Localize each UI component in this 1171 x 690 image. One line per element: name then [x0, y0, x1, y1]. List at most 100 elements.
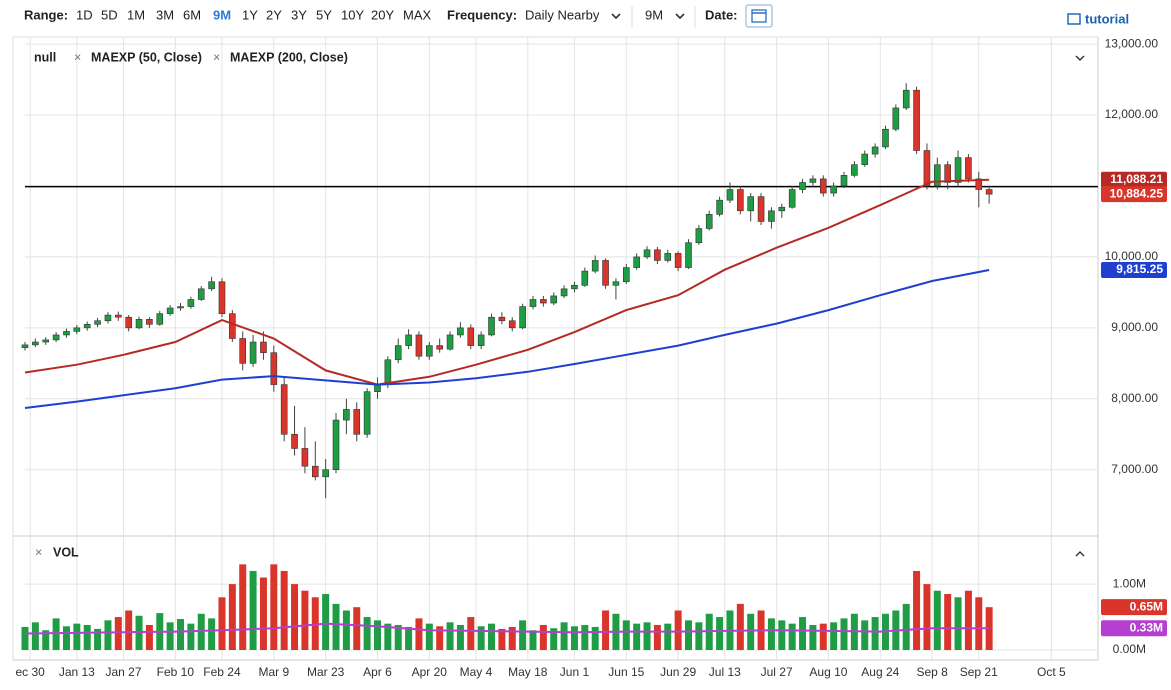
volume-bar: [902, 603, 910, 650]
volume-bar: [405, 626, 413, 650]
chevron: [611, 13, 621, 20]
range-button[interactable]: 1D: [76, 7, 93, 22]
y-tick-label: 13,000.00: [1105, 36, 1159, 50]
frequency-select[interactable]: Daily Nearby: [525, 7, 600, 22]
candle-body: [861, 153, 869, 165]
candle-body: [363, 391, 371, 435]
tutorial-icon: [1067, 13, 1081, 25]
calendar-button[interactable]: [745, 4, 773, 28]
volume-bar: [436, 626, 444, 650]
x-tick-label: Jun 29: [660, 665, 696, 679]
range-button[interactable]: 5D: [101, 7, 118, 22]
range-button[interactable]: 1Y: [242, 7, 258, 22]
candle-body: [934, 164, 941, 187]
remove-icon[interactable]: ×: [74, 50, 81, 64]
volume-bar: [177, 619, 185, 650]
expand-icon[interactable]: [1075, 551, 1085, 557]
volume-bar: [145, 624, 153, 650]
candle-body: [311, 465, 319, 478]
range-button[interactable]: 2Y: [266, 7, 282, 22]
candle-body: [104, 314, 112, 322]
candle-body: [394, 345, 402, 361]
volume-bar: [581, 624, 589, 650]
candle-body: [218, 281, 226, 314]
volume-bar: [809, 624, 817, 650]
candle-body: [73, 327, 81, 332]
volume-bar: [342, 610, 350, 650]
candle-body: [115, 314, 122, 318]
volume-bar: [259, 577, 267, 650]
tutorial-link[interactable]: tutorial: [1067, 11, 1129, 26]
range-button[interactable]: 20Y: [371, 7, 394, 22]
remove-icon[interactable]: ×: [213, 50, 220, 64]
volume-bar: [31, 622, 39, 650]
remove-icon[interactable]: ×: [35, 545, 42, 559]
volume-bar: [674, 610, 682, 650]
volume-bar: [239, 564, 247, 650]
candle-body: [446, 334, 454, 350]
volume-bar: [280, 570, 288, 650]
range-button[interactable]: 3Y: [291, 7, 307, 22]
volume-bar: [550, 628, 558, 650]
volume-bar: [83, 624, 91, 650]
volume-bar: [62, 626, 70, 650]
candle-body: [332, 419, 340, 471]
range-button[interactable]: 5Y: [316, 7, 332, 22]
x-tick-label: Mar 9: [258, 665, 289, 679]
volume-tick-label: 0.00M: [1113, 642, 1146, 656]
candle-body: [747, 196, 755, 212]
volume-bar: [529, 630, 537, 650]
candle-body: [384, 359, 392, 385]
candle-body: [695, 228, 703, 244]
candle-body: [291, 433, 298, 449]
volume-bar: [332, 603, 340, 650]
range-button[interactable]: 1M: [127, 7, 145, 22]
candle-body: [923, 150, 931, 187]
range-button[interactable]: 6M: [183, 7, 201, 22]
x-tick-label: Sep 8: [916, 665, 948, 679]
candle-body: [187, 299, 195, 307]
y-tick-label: 12,000.00: [1105, 107, 1159, 121]
volume-bar: [94, 628, 102, 650]
candle-body: [301, 448, 309, 467]
volume-bar: [519, 620, 527, 650]
candle-body: [975, 178, 983, 190]
candle-body: [239, 338, 247, 364]
candle-body: [571, 284, 578, 290]
volume-bar: [954, 597, 962, 650]
volume-bar: [664, 623, 672, 650]
volume-bar: [384, 623, 392, 650]
candle-body: [94, 320, 101, 325]
x-tick-label: Jun 1: [560, 665, 590, 679]
volume-bar: [21, 626, 29, 650]
candle-body: [436, 345, 443, 350]
candle-body: [965, 157, 972, 180]
range-button[interactable]: 9M: [213, 7, 231, 22]
candle-body: [757, 196, 765, 222]
range-buttons: 1D 5D 1M 3M 6M 9M 1Y 2Y 3Y 5Y 10Y 20Y MAX: [76, 7, 432, 22]
candle-body: [270, 352, 278, 385]
volume-bar: [104, 620, 112, 650]
volume-bar: [498, 628, 506, 650]
volume-bar: [716, 617, 724, 650]
volume-bar: [591, 626, 599, 650]
volume-bar: [871, 617, 879, 650]
volume-bar: [477, 626, 485, 650]
volume-tick-label: 1.00M: [1113, 576, 1146, 590]
range-button[interactable]: 10Y: [341, 7, 364, 22]
last-value-box: [1101, 599, 1167, 616]
range-button[interactable]: 3M: [156, 7, 174, 22]
candle-body: [830, 185, 837, 194]
volume-bar: [985, 607, 993, 650]
plot: 11,088.21 9,815.25 10,884.25 0.65M 0.33M: [21, 83, 1167, 650]
candle-body: [726, 189, 734, 201]
candle-body: [840, 175, 848, 187]
x-tick-label: Jun 15: [608, 665, 644, 679]
candle-body: [457, 327, 464, 336]
period-select[interactable]: 9M: [645, 7, 663, 22]
range-button[interactable]: MAX: [403, 7, 432, 22]
collapse-icon[interactable]: [1075, 55, 1085, 61]
candle-body: [488, 316, 495, 336]
